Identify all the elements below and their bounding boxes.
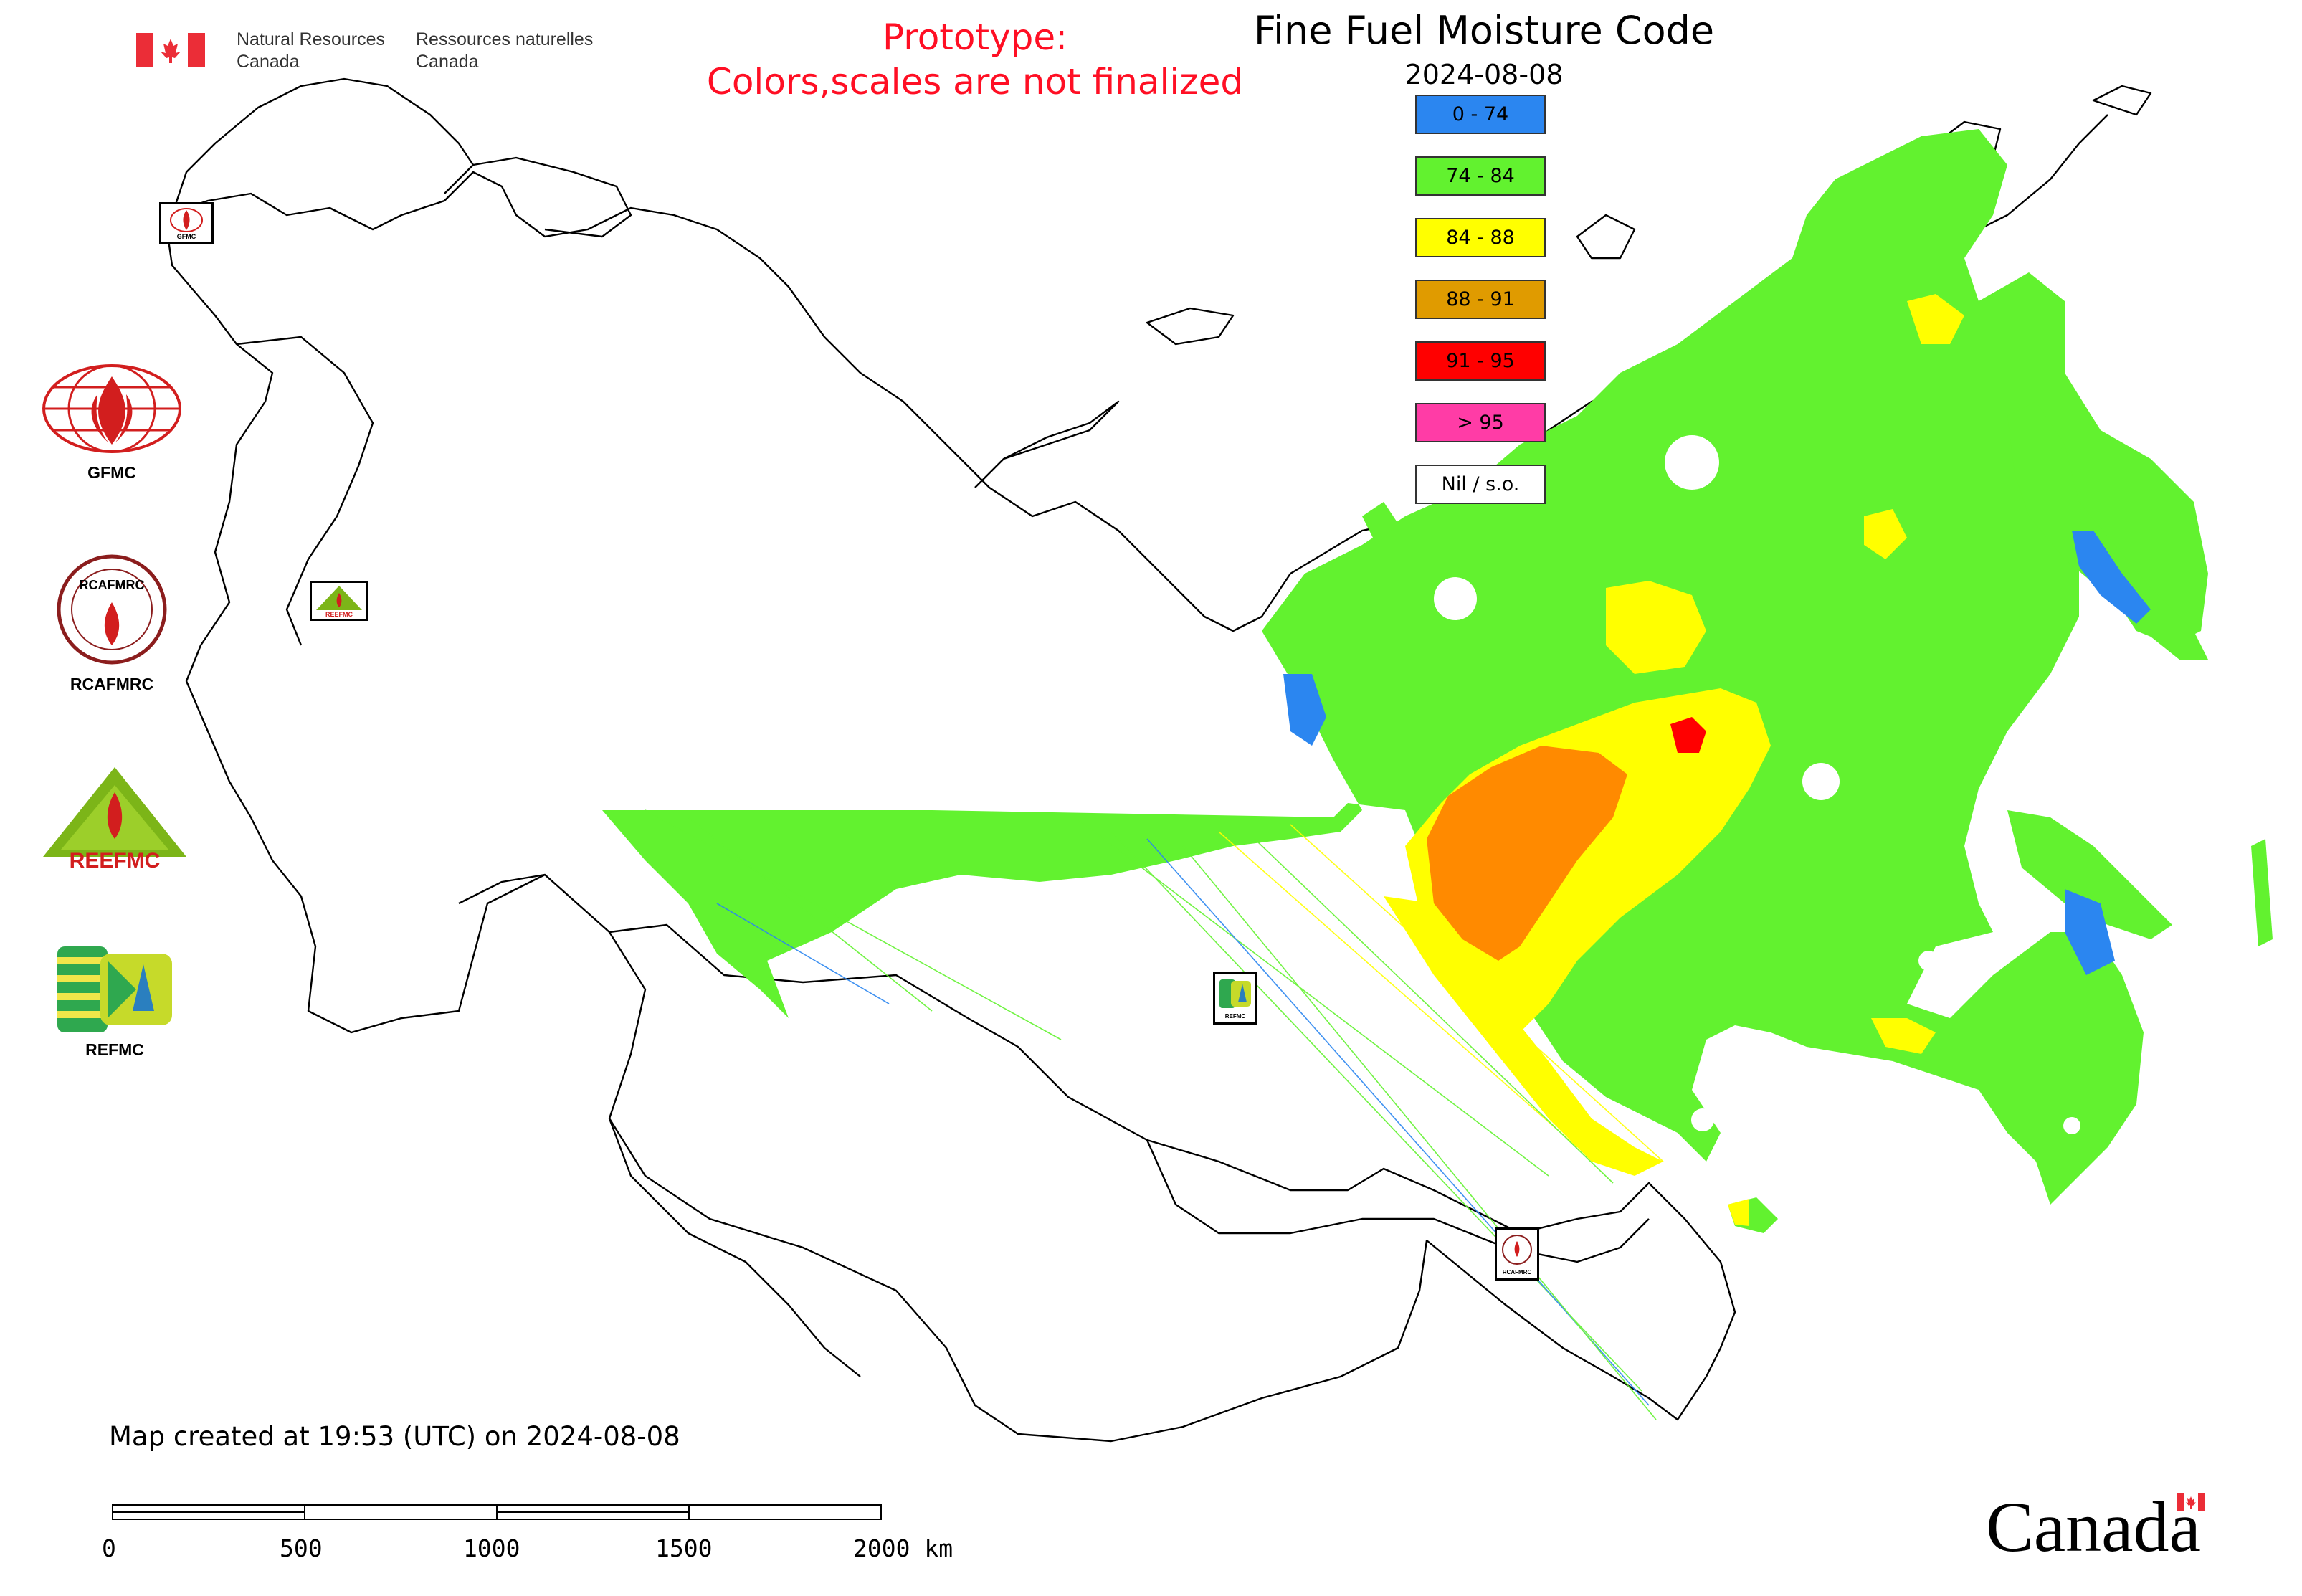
nil-hole (1918, 951, 1939, 971)
marker-gfmc-icon: GFMC (170, 208, 203, 240)
marker-gfmc: GFMC (159, 202, 214, 244)
fmc-zone-0-74-nw (1283, 674, 1326, 746)
map-created-note: Map created at 19:53 (UTC) on 2024-08-08 (109, 1421, 680, 1452)
scale-segment (304, 1504, 498, 1520)
refmc-logo: REFMC (57, 946, 172, 1060)
rcafmrc-caption: RCAFMRC (70, 675, 154, 693)
legend-item-88-91: 88 - 91 (1415, 280, 1546, 319)
scale-tick-500: 500 (280, 1534, 323, 1562)
border-kazakhstan (458, 873, 1428, 1443)
fmc-zone-0-74-kamchatka (2072, 531, 2151, 624)
svg-text:REEFMC: REEFMC (325, 611, 353, 618)
scale-tick-1500: 1500 (655, 1534, 713, 1562)
scale-bar (112, 1504, 882, 1523)
svg-text:RCAFMRC: RCAFMRC (80, 578, 145, 592)
fmc-zone-east-island-2 (2251, 839, 2273, 946)
rcafmrc-logo: RCAFMRC RCAFMRC (54, 552, 169, 694)
scale-tick-1000: 1000 (463, 1534, 520, 1562)
marker-reefmc-icon: REEFMC (316, 586, 362, 618)
marker-refmc-icon: REFMC (1219, 979, 1251, 1020)
svg-text:REFMC: REFMC (1225, 1013, 1246, 1020)
marker-rcafmrc: RCAFMRC (1495, 1227, 1539, 1281)
dept-name-en: Natural Resources Canada (237, 29, 386, 72)
reefmc-logo: REEFMC (36, 764, 194, 875)
svg-text:GFMC: GFMC (177, 233, 196, 240)
scandinavia-outline (171, 77, 474, 216)
scale-tick-2000: 2000 km (853, 1534, 953, 1562)
border-central-asia (608, 1118, 861, 1377)
dept-name-fr: Ressources naturelles Canada (416, 29, 594, 72)
nil-hole (2063, 1117, 2080, 1134)
fmc-zone-kamchatka (2007, 402, 2208, 660)
nil-hole (1691, 1108, 1714, 1131)
fmc-zone-88-91 (1427, 746, 1627, 961)
refmc-sigma-icon (57, 946, 172, 1032)
svg-text:REEFMC: REEFMC (70, 849, 161, 871)
rcafmrc-seal-icon: RCAFMRC (57, 554, 167, 665)
prototype-notice: Prototype: Colors,scales are not finaliz… (631, 14, 1319, 103)
wrangel-island (2092, 85, 2152, 116)
legend-item-84-88: 84 - 88 (1415, 218, 1546, 257)
reefmc-triangle-icon: REEFMC (43, 767, 186, 873)
fmc-zone-east-island-3 (1362, 502, 1398, 545)
canada-flag-icon (136, 33, 205, 67)
fmc-zone-74-84 (602, 129, 2208, 1205)
marker-refmc: REFMC (1213, 972, 1257, 1025)
svg-text:RCAFMRC: RCAFMRC (1503, 1269, 1532, 1276)
scale-tick-0: 0 (102, 1534, 116, 1562)
fmc-zone-84-88-ne (1907, 294, 1964, 344)
canada-wordmark: Canada (1986, 1487, 2205, 1567)
border-ukraine-belarus (236, 336, 374, 646)
map-title: Fine Fuel Moisture Code (1253, 8, 1715, 53)
legend-item-91-95: 91 - 95 (1415, 341, 1546, 381)
taymyr-islands (1146, 307, 1235, 346)
fmc-zone-84-88-north (1606, 581, 1706, 674)
scale-segment (496, 1504, 690, 1520)
gfmc-logo: GFMC (40, 362, 184, 483)
gfmc-caption: GFMC (87, 463, 136, 482)
canada-wordmark-text: Canada (1986, 1487, 2201, 1567)
prototype-line-2: Colors,scales are not finalized (706, 61, 1244, 103)
canada-mini-flag-icon (2176, 1493, 2205, 1511)
fmc-zone-sakhalin (2007, 810, 2172, 939)
gfmc-globe-icon (42, 364, 181, 453)
fmc-zone-91-95 (1670, 717, 1706, 753)
nil-hole (1802, 763, 1840, 800)
border-china (1426, 1240, 1707, 1421)
nil-hole (1434, 577, 1477, 620)
fmc-zone-east-island-yellow (1728, 1199, 1749, 1226)
scale-segment (112, 1504, 305, 1520)
border-mongolia (1146, 1139, 1650, 1263)
legend-item-nil: Nil / s.o. (1415, 465, 1546, 504)
legend-item-74-84: 74 - 84 (1415, 156, 1546, 196)
scale-segment (688, 1504, 882, 1520)
fmc-zone-84-88-se (1871, 1018, 1936, 1054)
fmc-zone-0-74-se (2065, 889, 2115, 975)
nil-hole (1665, 435, 1719, 490)
severnaya-zemlya (1576, 214, 1636, 260)
novaya-zemlya (974, 400, 1120, 488)
prototype-line-1: Prototype: (882, 16, 1068, 58)
fmc-zone-84-88-sw (1384, 896, 1663, 1176)
marker-reefmc: REEFMC (310, 581, 368, 621)
refmc-caption: REFMC (85, 1040, 144, 1059)
map-date: 2024-08-08 (1404, 59, 1564, 90)
kola-peninsula (444, 156, 632, 238)
legend-item-0-74: 0 - 74 (1415, 95, 1546, 134)
fmc-zone-84-88-e (1864, 509, 1907, 559)
marker-rcafmrc-icon: RCAFMRC (1502, 1235, 1532, 1276)
nrcan-signature: Natural Resources Canada Ressources natu… (136, 29, 638, 79)
data-streaks (645, 809, 1664, 1420)
legend-item-over-95: > 95 (1415, 403, 1546, 442)
